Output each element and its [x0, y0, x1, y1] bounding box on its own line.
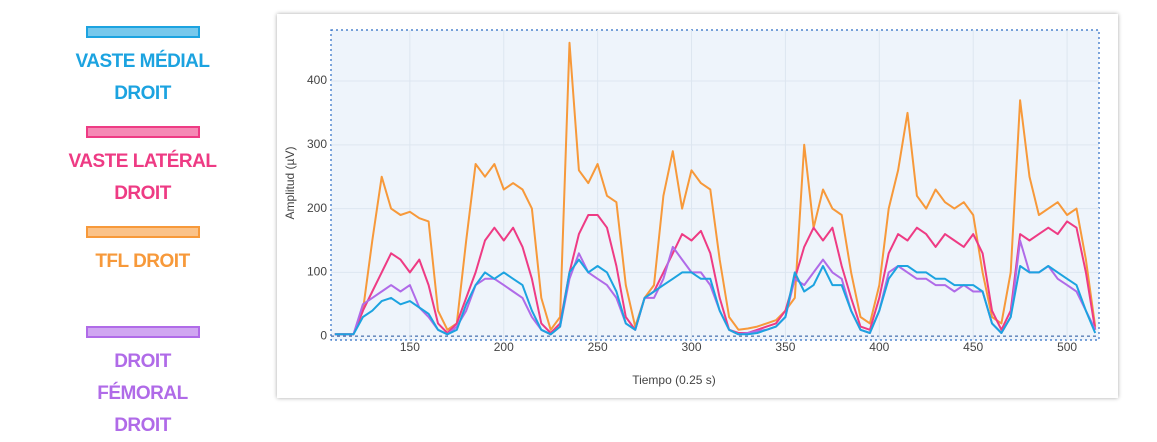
x-tick-label: 250	[588, 340, 608, 354]
x-axis-label: Tiempo (0.25 s)	[632, 373, 716, 387]
legend-item: TFL DROIT	[50, 226, 235, 322]
y-tick-label: 300	[307, 137, 327, 151]
series-line	[334, 214, 1097, 336]
x-tick-label: 350	[775, 340, 795, 354]
chart: Tiempo (0.25 s) Amplitud (µV) 0 100 200 300…	[283, 29, 1100, 387]
y-tick-label: 400	[307, 73, 327, 87]
y-tick-label: 200	[307, 201, 327, 215]
series-line	[334, 41, 1097, 336]
legend-item: VASTE LATÉRAL DROIT	[50, 126, 235, 222]
legend-swatch	[85, 226, 200, 238]
x-tick-label: 500	[1057, 340, 1077, 354]
x-tick-label: 450	[963, 340, 983, 354]
legend-label: TFL DROIT	[95, 251, 190, 272]
page: VASTE MÉDIAL DROIT VASTE LATÉRAL DROIT TFL…	[50, 26, 1100, 436]
legend-swatch	[85, 126, 200, 138]
y-axis-label: Amplitud (µV)	[283, 147, 297, 220]
x-tick-label: 300	[682, 340, 702, 354]
y-tick-label: 100	[307, 265, 327, 279]
legend-swatch	[85, 326, 200, 338]
legend-label: VASTE MÉDIAL DROIT	[75, 51, 210, 104]
legend-item: VASTE MÉDIAL DROIT	[50, 26, 235, 122]
legend-swatch	[85, 26, 200, 38]
y-tick-label: 0	[320, 328, 327, 342]
plot-area	[330, 29, 1100, 341]
legend-label: VASTE LATÉRAL DROIT	[68, 151, 217, 204]
x-tick-label: 150	[400, 340, 420, 354]
x-tick-label: 200	[494, 340, 514, 354]
series-line	[334, 258, 1097, 336]
x-tick-label: 400	[869, 340, 889, 354]
